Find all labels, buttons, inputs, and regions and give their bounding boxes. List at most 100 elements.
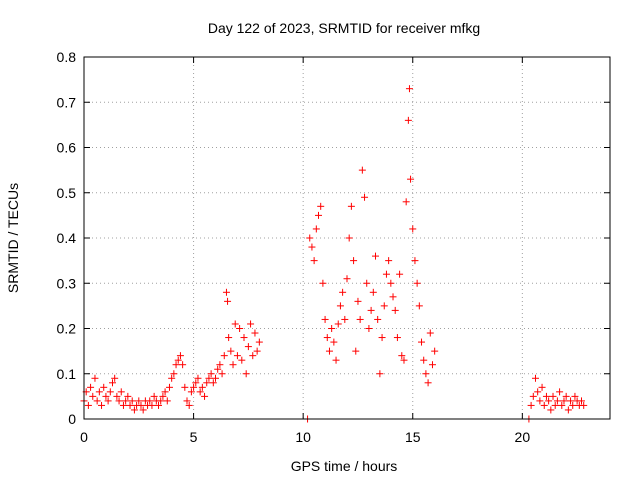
data-point [135, 397, 143, 405]
data-point [350, 257, 358, 265]
data-point [111, 374, 119, 382]
data-point [253, 347, 261, 355]
data-point [255, 338, 263, 346]
data-point [418, 338, 426, 346]
data-point [578, 397, 586, 405]
data-point [93, 397, 101, 405]
data-point [91, 374, 99, 382]
data-point [126, 401, 134, 409]
data-point [549, 392, 557, 400]
data-point [179, 361, 187, 369]
data-point [192, 379, 200, 387]
data-point [108, 379, 116, 387]
x-tick-label: 20 [515, 429, 531, 445]
data-point [545, 397, 553, 405]
data-point [89, 392, 97, 400]
data-point [336, 302, 344, 310]
x-tick-label: 0 [80, 429, 88, 445]
data-point [244, 343, 252, 351]
data-point [247, 320, 255, 328]
data-point [332, 356, 340, 364]
data-point [398, 352, 406, 360]
data-point [363, 279, 371, 287]
data-point [393, 334, 401, 342]
data-point [560, 397, 568, 405]
data-point [122, 397, 130, 405]
data-point [365, 325, 373, 332]
y-axis-label: SRMTID / TECUs [5, 183, 21, 293]
data-point [205, 374, 213, 382]
data-point [361, 193, 369, 201]
data-point [98, 401, 106, 409]
y-tick-label: 0 [68, 411, 76, 427]
data-point [369, 288, 377, 296]
data-point [203, 379, 211, 387]
data-point [529, 392, 537, 400]
data-point [174, 356, 182, 364]
data-point [181, 383, 189, 391]
data-point [536, 397, 544, 405]
data-point [402, 198, 410, 206]
data-point [531, 374, 539, 382]
data-point [168, 374, 176, 382]
data-point [163, 397, 171, 405]
data-point [339, 288, 347, 296]
data-point [407, 175, 415, 183]
data-point [343, 275, 351, 283]
data-point [334, 320, 342, 328]
data-point [130, 406, 138, 414]
data-point [187, 388, 195, 396]
y-tick-label: 0.7 [57, 94, 77, 110]
data-point [124, 392, 132, 400]
data-point [422, 370, 430, 378]
grid-lines [84, 57, 610, 419]
data-point [387, 279, 395, 287]
data-point [146, 397, 154, 405]
data-point [315, 211, 323, 219]
y-tick-label: 0.8 [57, 49, 77, 65]
x-tick-label: 5 [190, 429, 198, 445]
data-point [106, 388, 114, 396]
x-axis-label: GPS time / hours [291, 458, 398, 474]
data-point [155, 401, 163, 409]
data-point [382, 270, 390, 278]
data-point [310, 257, 318, 265]
data-point [547, 406, 555, 414]
data-point [396, 270, 404, 278]
data-point [176, 352, 184, 360]
data-point [312, 225, 320, 233]
y-tick-label: 0.3 [57, 275, 77, 291]
data-point [567, 397, 575, 405]
data-point [374, 315, 382, 323]
data-point [251, 329, 259, 337]
data-point [345, 234, 353, 242]
data-point [212, 374, 219, 382]
data-point [216, 361, 224, 369]
data-point [325, 347, 333, 355]
data-point [391, 306, 399, 314]
data-point [148, 401, 156, 409]
data-point [564, 406, 572, 414]
data-point [378, 334, 386, 342]
data-point [415, 302, 423, 310]
x-tick-label: 10 [295, 429, 311, 445]
data-point [201, 392, 209, 400]
data-point [556, 388, 564, 396]
data-point [170, 370, 178, 378]
data-point [100, 383, 108, 391]
data-point [409, 225, 417, 233]
data-point [405, 85, 413, 93]
data-point [367, 306, 375, 314]
data-point [323, 334, 331, 342]
data-point [534, 388, 542, 396]
data-point [194, 374, 202, 382]
data-point [225, 334, 233, 342]
data-point [538, 383, 546, 391]
data-point [385, 257, 393, 265]
data-point [249, 352, 257, 360]
data-point [328, 325, 336, 332]
data-point [119, 401, 127, 409]
data-point [87, 383, 95, 391]
data-point [150, 392, 158, 400]
